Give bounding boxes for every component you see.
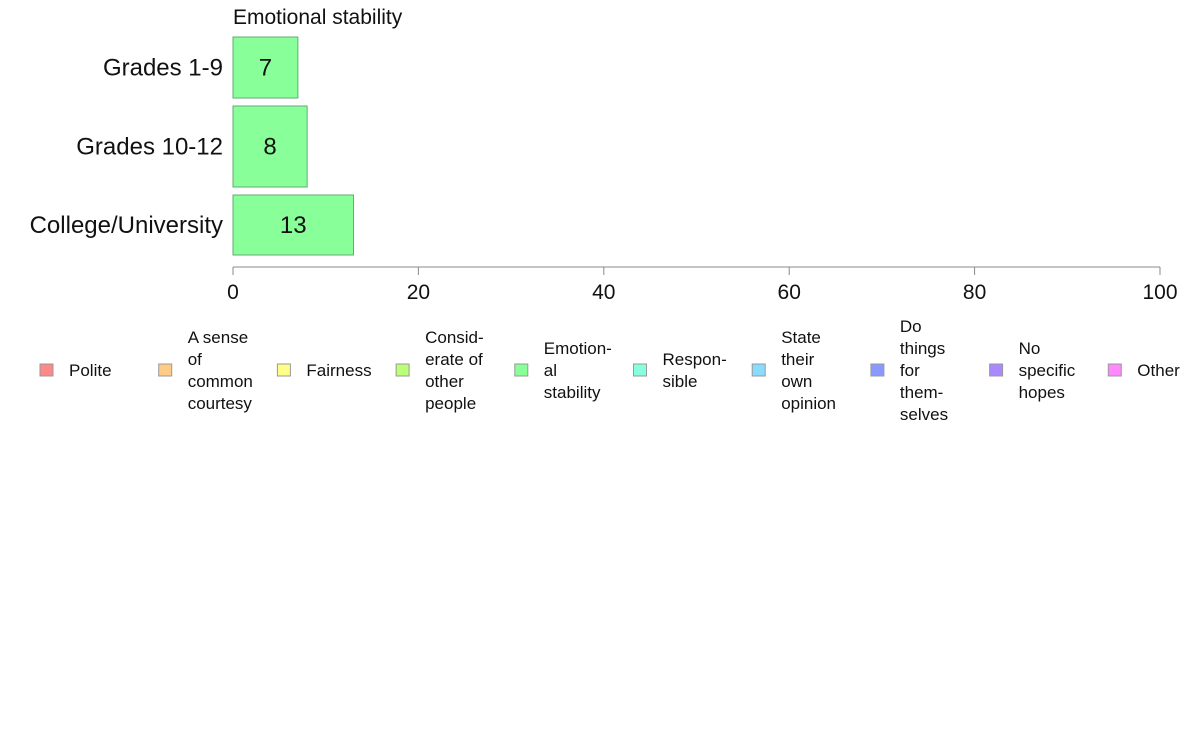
bar	[232, 105, 308, 188]
x-tick-label: 100	[1142, 281, 1177, 304]
legend-swatch	[276, 363, 291, 377]
category-label: College/University	[30, 212, 223, 239]
legend-label: No specific hopes	[1019, 339, 1076, 402]
legend-item: Polite	[39, 361, 112, 380]
x-axis: 0 20 40 60 80 100	[227, 266, 1178, 304]
legend-swatch	[39, 363, 54, 377]
x-tick-label: 60	[778, 281, 801, 304]
legend: Polite A sense of common courtesy Fairness Con…	[39, 317, 1180, 424]
bar-value-label: 13	[280, 212, 307, 239]
legend-label: State their own opinion	[781, 328, 836, 413]
legend-swatch	[870, 363, 885, 377]
bars-group: 7 8 13	[232, 36, 355, 256]
legend-item: Other	[1107, 361, 1180, 380]
legend-label: Respon-sible	[663, 350, 727, 391]
legend-item: A sense of common courtesy	[158, 328, 253, 413]
chart-title: Emotional stability	[233, 6, 403, 29]
legend-swatch	[633, 363, 647, 377]
legend-label: Polite	[69, 361, 112, 380]
bar-value-label: 7	[259, 55, 272, 82]
x-tick-label: 0	[227, 281, 239, 304]
bar-value-label: 8	[263, 134, 276, 161]
category-label: Grades 1-9	[103, 55, 223, 82]
legend-label: Fairness	[306, 361, 371, 380]
legend-item: Emotion-al stability	[514, 339, 612, 402]
legend-swatch	[158, 363, 173, 377]
bar	[232, 36, 299, 99]
legend-label: A sense of common courtesy	[188, 328, 253, 413]
legend-label: Other	[1137, 361, 1180, 380]
legend-swatch	[514, 363, 529, 377]
legend-label: Consid-erate of other people	[425, 328, 484, 413]
legend-item: Consid-erate of other people	[395, 328, 484, 413]
legend-swatch	[395, 363, 410, 377]
legend-label: Emotion-al stability	[544, 339, 612, 402]
legend-item: No specific hopes	[989, 339, 1076, 402]
legend-item: Respon-sible	[633, 350, 727, 391]
legend-swatch	[751, 363, 766, 377]
legend-item: State their own opinion	[751, 328, 836, 413]
category-label: Grades 10-12	[76, 134, 223, 161]
legend-swatch	[1107, 363, 1122, 377]
legend-item: Fairness	[276, 361, 372, 380]
category-labels: Grades 1-9 Grades 10-12 College/University	[30, 55, 223, 240]
legend-label: Do things for them-selves	[900, 317, 948, 424]
x-tick-label: 20	[407, 281, 430, 304]
legend-swatch	[989, 363, 1004, 377]
legend-item: Do things for them-selves	[870, 317, 948, 424]
x-tick-label: 40	[592, 281, 615, 304]
x-tick-label: 80	[963, 281, 986, 304]
bar	[232, 194, 355, 256]
